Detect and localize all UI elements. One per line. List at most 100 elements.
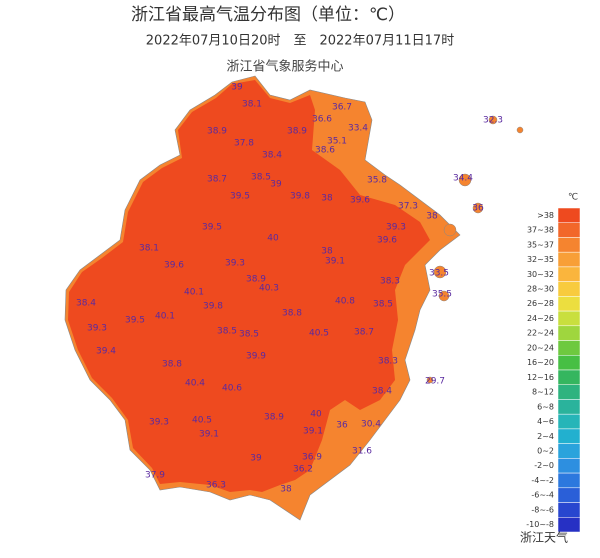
title: 浙江省最高气温分布图（单位：℃） (131, 5, 405, 25)
legend-label: -10~-8 (526, 520, 554, 529)
subtitle: 2022年07月10日20时 至 2022年07月11日17时 (146, 34, 454, 49)
station-value: 36 (336, 421, 348, 431)
legend-swatch (557, 384, 581, 400)
station-value: 39 (250, 454, 262, 464)
station-value: 40.4 (185, 379, 205, 389)
station-value: 38 (280, 485, 292, 495)
station-value: 35.5 (432, 290, 452, 300)
station-value: 39.3 (386, 223, 406, 233)
legend-label: 4~6 (537, 417, 554, 426)
legend-label: 16~20 (527, 358, 554, 367)
legend-swatch (557, 355, 581, 371)
legend-label: 24~26 (527, 314, 554, 323)
legend-label: 0~2 (537, 447, 554, 456)
station-value: 38.4 (372, 387, 392, 397)
island (433, 265, 447, 279)
legend-label: 2~4 (537, 432, 554, 441)
legend-swatch (557, 443, 581, 459)
station-value: 40.3 (259, 284, 279, 294)
station-value: 37.8 (234, 139, 254, 149)
station-value: 32.3 (483, 116, 503, 126)
station-value: 39 (231, 83, 243, 93)
station-value: 38 (426, 212, 438, 222)
station-value: 36 (472, 204, 484, 214)
station-value: 40 (310, 410, 322, 420)
legend-label: 6~8 (537, 402, 554, 411)
station-value: 38.1 (139, 244, 159, 254)
station-value: 38.3 (380, 277, 400, 287)
legend-swatch (557, 325, 581, 341)
station-value: 38.1 (242, 100, 262, 110)
watermark: 浙江天气 (520, 530, 568, 545)
station-value: 39.5 (202, 223, 222, 233)
station-value: 39.9 (246, 352, 266, 362)
legend-swatch (557, 222, 581, 238)
station-layer: 3938.138.937.838.438.938.636.636.733.435… (76, 83, 503, 495)
station-value: 38.9 (246, 275, 266, 285)
legend-swatch (557, 296, 581, 312)
station-value: 38.8 (282, 309, 302, 319)
station-value: 40.6 (222, 384, 242, 394)
island (426, 376, 434, 384)
station-value: 38.3 (378, 357, 398, 367)
legend-swatch (557, 281, 581, 297)
station-value: 38.9 (207, 127, 227, 137)
island (443, 223, 457, 237)
legend-label: 35~37 (527, 240, 554, 249)
station-value: 38.5 (373, 300, 393, 310)
station-value: 35.8 (367, 176, 387, 186)
station-value: 39.1 (199, 430, 219, 440)
station-value: 37.9 (145, 471, 165, 481)
legend-label: 28~30 (527, 285, 554, 294)
legend-swatch (557, 428, 581, 444)
station-value: 38 (321, 194, 333, 204)
station-value: 38.7 (207, 175, 227, 185)
station-value: 40.1 (184, 288, 204, 298)
legend-label: -4~-2 (531, 476, 554, 485)
station-value: 36.2 (293, 465, 313, 475)
legend-label: -2~0 (534, 461, 554, 470)
legend-swatch (557, 399, 581, 415)
legend-swatch (557, 369, 581, 385)
island (516, 126, 524, 134)
province-inland (68, 80, 430, 492)
station-value: 38.5 (217, 327, 237, 337)
station-value: 36.9 (302, 453, 322, 463)
station-value: 38.7 (354, 328, 374, 338)
station-value: 35.1 (327, 137, 347, 147)
station-value: 40 (267, 234, 279, 244)
station-value: 36.7 (332, 103, 352, 113)
islands (426, 115, 524, 384)
island (438, 290, 450, 302)
station-value: 38.4 (76, 299, 96, 309)
station-value: 39.6 (164, 261, 184, 271)
legend-swatch (557, 251, 581, 268)
station-value: 39.5 (125, 316, 145, 326)
legend-label: 12~16 (527, 373, 554, 382)
legend-unit: ℃ (568, 193, 578, 203)
legend-label: 20~24 (527, 343, 554, 352)
legend-swatch (557, 310, 581, 327)
legend-swatch (557, 502, 581, 518)
station-value: 37.3 (398, 202, 418, 212)
station-value: 38 (321, 247, 333, 257)
station-value: 39.3 (149, 418, 169, 428)
station-value: 38.4 (262, 151, 282, 161)
legend-label: -8~-6 (531, 505, 554, 514)
legend-label: 26~28 (527, 299, 554, 308)
island (472, 202, 484, 214)
station-value: 38.8 (162, 360, 182, 370)
station-value: 39.4 (96, 347, 116, 357)
station-value: 38.5 (251, 173, 271, 183)
legend-label: 30~32 (527, 270, 554, 279)
station-value: 39.1 (325, 257, 345, 267)
station-value: 38.6 (315, 146, 335, 156)
station-value: 31.6 (352, 447, 372, 457)
legend-swatch (557, 207, 581, 223)
legend-swatch (557, 340, 581, 356)
legend-label: 22~24 (527, 329, 554, 338)
legend-swatch (557, 237, 581, 253)
station-value: 36.6 (312, 115, 332, 125)
station-value: 39.1 (303, 427, 323, 437)
